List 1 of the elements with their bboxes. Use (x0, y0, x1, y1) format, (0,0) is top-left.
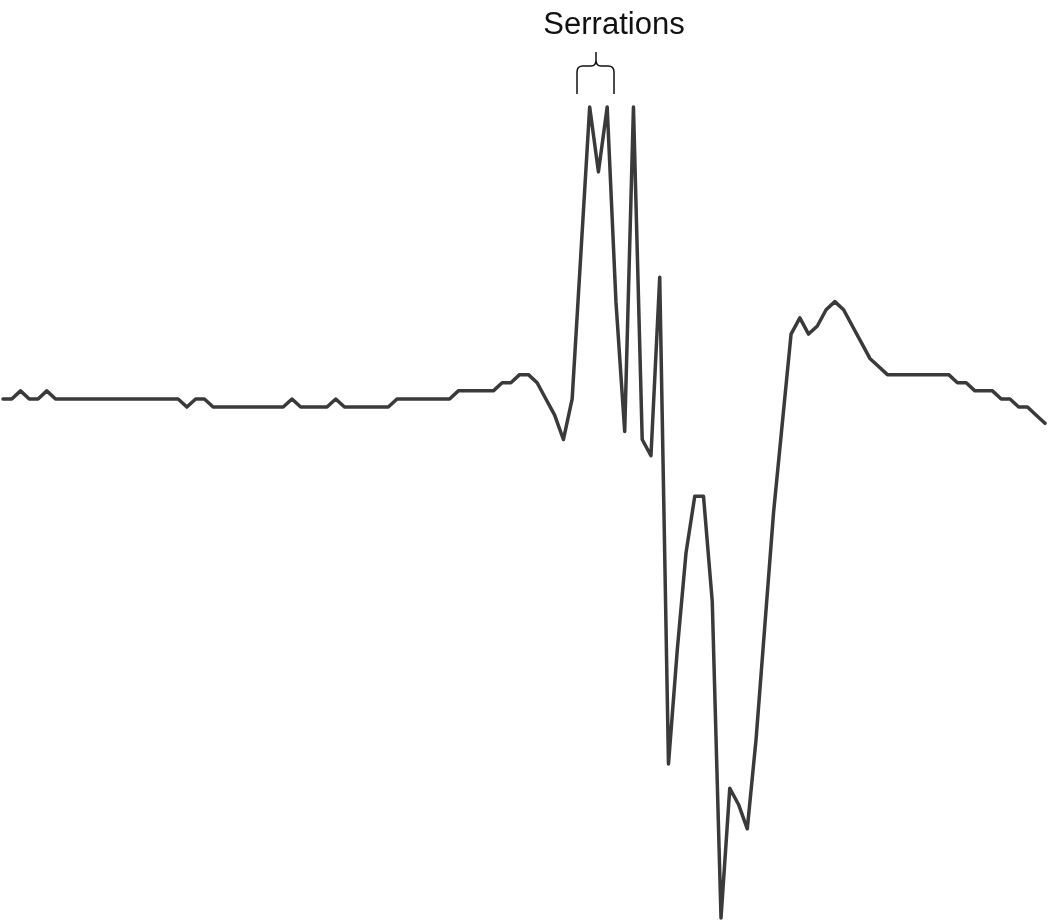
text: Serrations (543, 6, 685, 41)
